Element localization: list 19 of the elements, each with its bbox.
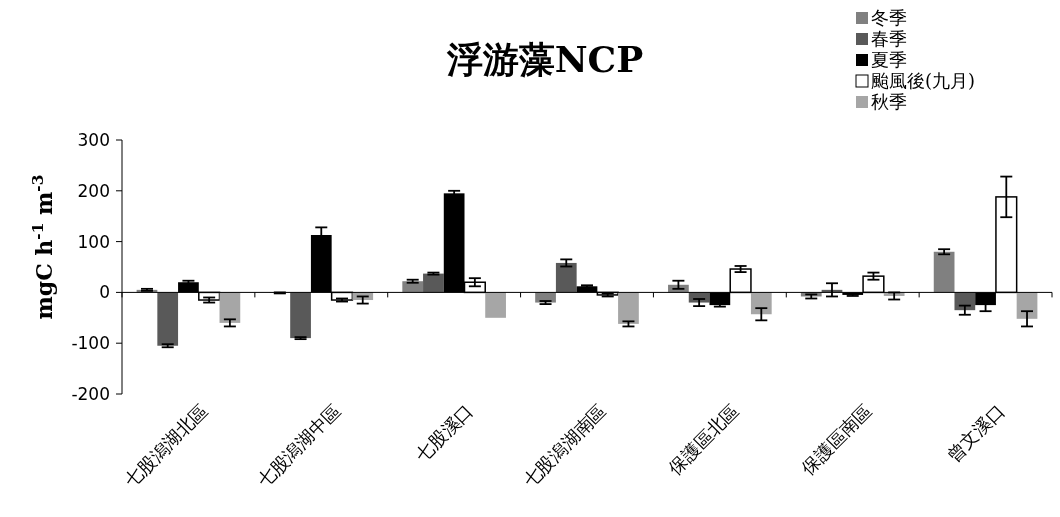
x-tick-label: 七股潟湖中區 bbox=[252, 399, 345, 492]
x-tick-label: 保護區南區 bbox=[797, 399, 876, 479]
x-tick-label: 曾文溪口 bbox=[942, 399, 1009, 466]
x-tick-label: 保護區北區 bbox=[664, 399, 743, 479]
y-tick-label: -100 bbox=[71, 333, 110, 354]
x-tick-label: 七股溪口 bbox=[411, 399, 477, 466]
y-tick-label: -200 bbox=[71, 384, 110, 404]
legend-label: 夏季 bbox=[871, 49, 907, 70]
y-tick-label: 0 bbox=[99, 282, 110, 303]
y-tick-label: 200 bbox=[77, 180, 110, 201]
y-tick-label: 300 bbox=[77, 130, 110, 150]
y-tick-label: 100 bbox=[77, 231, 110, 252]
x-tick-label: 七股潟湖北區 bbox=[120, 399, 212, 492]
x-tick-label: 七股潟湖南區 bbox=[518, 399, 610, 492]
legend-label: 颱風後(九月) bbox=[871, 70, 976, 91]
chart-title: 浮游藻NCP bbox=[445, 38, 644, 80]
legend-label: 冬季 bbox=[871, 7, 907, 28]
legend-label: 秋季 bbox=[871, 91, 907, 112]
legend-label: 春季 bbox=[871, 28, 907, 49]
